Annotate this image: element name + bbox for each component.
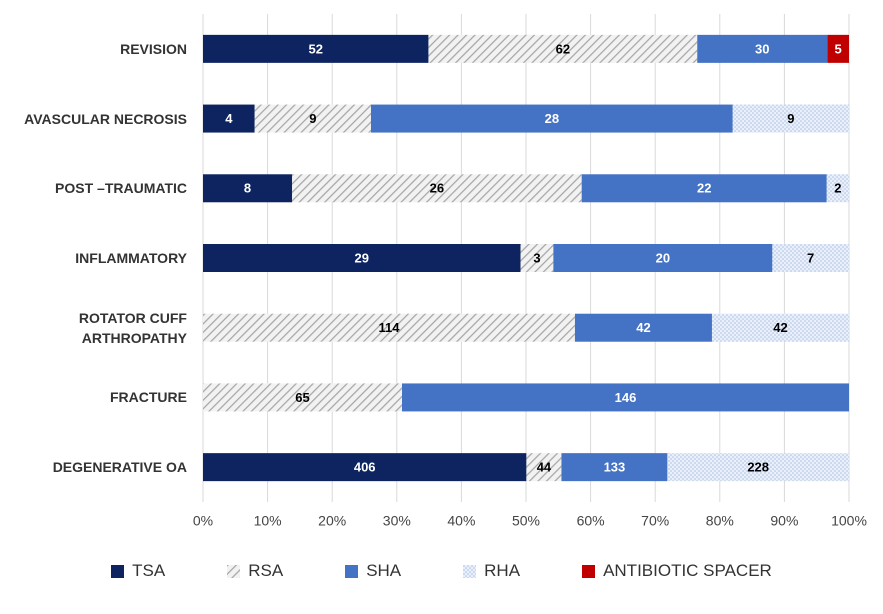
data-label: 20 [656,250,670,265]
bar [370,104,733,133]
data-label: 22 [697,181,711,196]
legend-label: ANTIBIOTIC SPACER [603,561,772,580]
data-label: 42 [636,320,650,335]
data-label: 5 [835,41,842,56]
data-label: 8 [244,181,251,196]
x-tick-label: 10% [254,513,282,529]
legend-swatch [227,564,241,578]
data-label: 3 [533,250,540,265]
bar [292,174,582,203]
bar [574,313,712,342]
bar [772,244,849,272]
legend-item: RSA [227,561,283,581]
data-label: 2 [834,181,841,196]
bar [203,34,429,63]
x-tick-label: 70% [641,513,669,529]
bar [697,34,828,63]
bar [203,313,575,342]
bar [520,244,554,272]
legend-label: RSA [248,561,284,580]
x-tick-label: 80% [706,513,734,529]
data-label: 4 [225,111,233,126]
bar [203,244,521,272]
x-tick-label: 100% [831,513,867,529]
y-tick-label: POST –TRAUMATIC [55,180,187,197]
data-label: 114 [378,320,400,335]
legend-label: SHA [366,561,402,580]
data-label: 146 [615,390,637,405]
bar [732,104,849,133]
y-tick-label: ROTATOR CUFF ARTHROPATHY [78,309,187,346]
legend-swatch [582,564,596,578]
bar [203,174,293,203]
x-tick-label: 60% [577,513,605,529]
data-label: 9 [787,111,794,126]
x-tick-label: 20% [318,513,346,529]
data-label: 406 [354,460,376,475]
x-tick-label: 90% [770,513,798,529]
legend-item: TSA [111,561,165,581]
data-label: 30 [755,41,769,56]
bar [526,453,562,482]
bar [711,313,849,342]
bar [827,34,849,63]
legend-swatch [345,564,359,578]
bar [826,174,849,203]
legend: TSA RSA SHA RHA ANTIBIOTIC SPACER [0,561,883,581]
bar [581,174,827,203]
data-label: 52 [308,41,322,56]
data-label: 42 [773,320,787,335]
bar [203,453,527,482]
legend-swatch-fill [111,564,125,578]
x-tick-label: 40% [447,513,475,529]
x-tick-label: 50% [512,513,540,529]
bar [203,104,255,133]
legend-item: SHA [345,561,401,581]
x-tick-label: 30% [383,513,411,529]
legend-swatch [463,564,477,578]
y-tick-label: REVISION [120,40,187,57]
legend-item: ANTIBIOTIC SPACER [582,561,772,581]
legend-swatch-fill [582,564,596,578]
legend-swatch [111,564,125,578]
data-label: 44 [537,460,552,475]
bar [203,383,403,412]
data-label: 62 [556,41,570,56]
data-label: 9 [309,111,316,126]
y-tick-label: DEGENERATIVE OA [52,459,187,476]
x-tick-label: 0% [193,513,213,529]
y-tick-label: FRACTURE [110,389,187,406]
legend-swatch-fill [227,564,241,578]
bar [553,244,773,272]
y-tick-label: INFLAMMATORY [75,250,187,266]
legend-label: TSA [132,561,166,580]
data-label: 133 [604,460,626,475]
data-label: 28 [545,111,559,126]
bar [402,383,849,412]
bar [667,453,849,482]
data-label: 65 [295,390,309,405]
data-label: 29 [355,250,369,265]
bar [254,104,371,133]
legend-item: RHA [463,561,520,581]
bar [561,453,668,482]
data-label: 228 [747,460,769,475]
legend-swatch-fill [463,564,477,578]
legend-label: RHA [484,561,521,580]
data-label: 26 [430,181,444,196]
y-tick-label: AVASCULAR NECROSIS [24,110,187,127]
legend-swatch-fill [345,564,359,578]
data-label: 7 [807,250,814,265]
bar [428,34,698,63]
